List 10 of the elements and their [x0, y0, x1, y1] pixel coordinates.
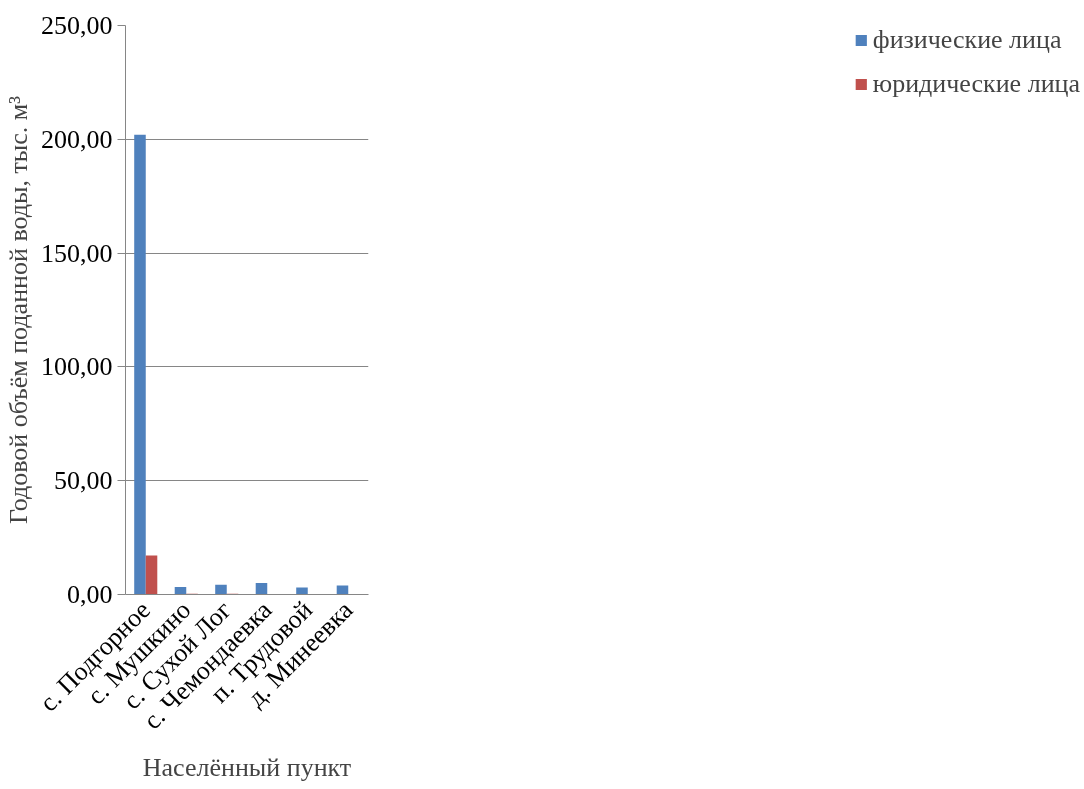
y-tick-label: 50,00: [54, 466, 113, 496]
legend-label: физические лица: [872, 25, 1062, 55]
y-tick-label: 150,00: [41, 238, 113, 268]
y-tick-label: 250,00: [41, 11, 113, 40]
y-tick-label: 100,00: [41, 352, 113, 382]
x-axis-title: Населённый пункт: [142, 753, 352, 783]
y-tick-label: 200,00: [41, 124, 113, 154]
y-tick-label: 0,00: [67, 580, 113, 609]
legend-label: юридические лица: [872, 69, 1080, 99]
y-axis-title: Годовой объём поданной воды, тыс. м³: [4, 95, 33, 525]
